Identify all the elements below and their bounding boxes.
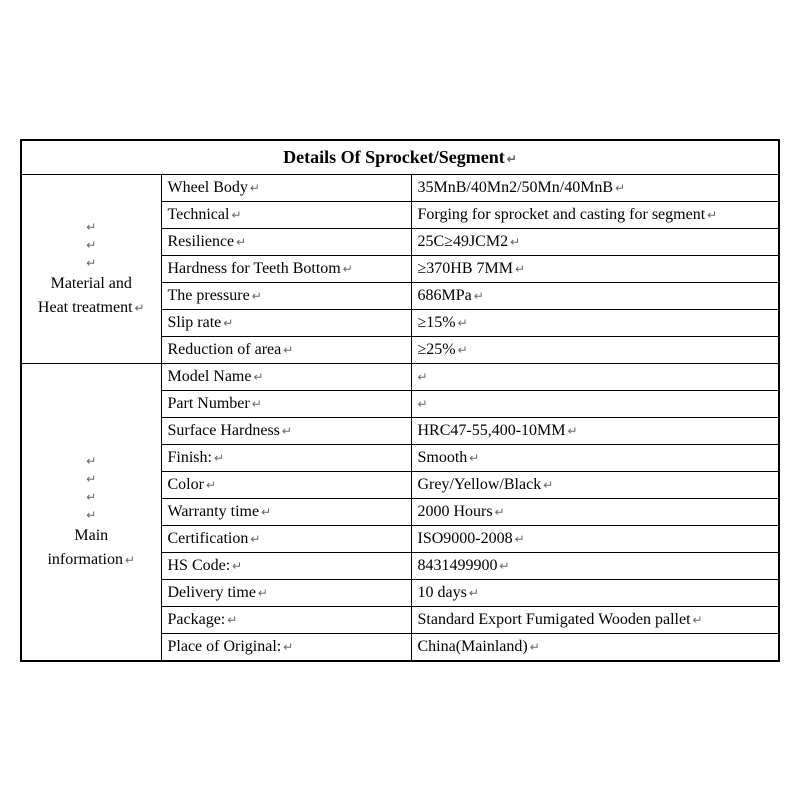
- spec-value: 686MPa↵: [411, 282, 779, 309]
- spec-table: Details Of Sprocket/Segment↵ ↵↵↵Material…: [20, 139, 780, 662]
- spec-label: Hardness for Teeth Bottom↵: [161, 255, 411, 282]
- spec-label: HS Code:↵: [161, 552, 411, 579]
- title-row: Details Of Sprocket/Segment↵: [21, 140, 779, 175]
- spec-value: 8431499900↵: [411, 552, 779, 579]
- spec-value: Smooth↵: [411, 444, 779, 471]
- spec-label: Technical↵: [161, 201, 411, 228]
- spec-label: Resilience↵: [161, 228, 411, 255]
- spec-value: ≥25%↵: [411, 336, 779, 363]
- spec-value: ISO9000-2008↵: [411, 525, 779, 552]
- spec-value: 2000 Hours↵: [411, 498, 779, 525]
- spec-label: Model Name↵: [161, 363, 411, 390]
- table-row: ↵↵↵Material andHeat treatment↵Wheel Body…: [21, 174, 779, 201]
- spec-label: Place of Original:↵: [161, 633, 411, 661]
- spec-value: 10 days↵: [411, 579, 779, 606]
- spec-table-container: Details Of Sprocket/Segment↵ ↵↵↵Material…: [20, 139, 780, 662]
- spec-value: 35MnB/40Mn2/50Mn/40MnB↵: [411, 174, 779, 201]
- spec-value: ↵: [411, 390, 779, 417]
- title-text: Details Of Sprocket/Segment: [283, 147, 505, 167]
- spec-label: Certification↵: [161, 525, 411, 552]
- spec-value: ≥15%↵: [411, 309, 779, 336]
- spec-label: Wheel Body↵: [161, 174, 411, 201]
- spec-value: ↵: [411, 363, 779, 390]
- spec-label: Delivery time↵: [161, 579, 411, 606]
- spec-value: 25C≥49JCM2↵: [411, 228, 779, 255]
- spec-label: Surface Hardness↵: [161, 417, 411, 444]
- table-row: ↵↵↵↵Maininformation↵Model Name↵↵: [21, 363, 779, 390]
- section-header: ↵↵↵↵Maininformation↵: [21, 363, 161, 661]
- spec-label: Package:↵: [161, 606, 411, 633]
- spec-value: Standard Export Fumigated Wooden pallet↵: [411, 606, 779, 633]
- section-header: ↵↵↵Material andHeat treatment↵: [21, 174, 161, 363]
- spec-label: Finish:↵: [161, 444, 411, 471]
- spec-value: Grey/Yellow/Black↵: [411, 471, 779, 498]
- spec-value: ≥370HB 7MM↵: [411, 255, 779, 282]
- spec-label: Slip rate↵: [161, 309, 411, 336]
- spec-label: Part Number↵: [161, 390, 411, 417]
- spec-label: Reduction of area↵: [161, 336, 411, 363]
- spec-value: HRC47-55,400-10MM↵: [411, 417, 779, 444]
- spec-label: The pressure↵: [161, 282, 411, 309]
- spec-label: Warranty time↵: [161, 498, 411, 525]
- marker-icon: ↵: [507, 152, 517, 166]
- spec-label: Color↵: [161, 471, 411, 498]
- spec-value: Forging for sprocket and casting for seg…: [411, 201, 779, 228]
- table-title: Details Of Sprocket/Segment↵: [21, 140, 779, 175]
- spec-value: China(Mainland)↵: [411, 633, 779, 661]
